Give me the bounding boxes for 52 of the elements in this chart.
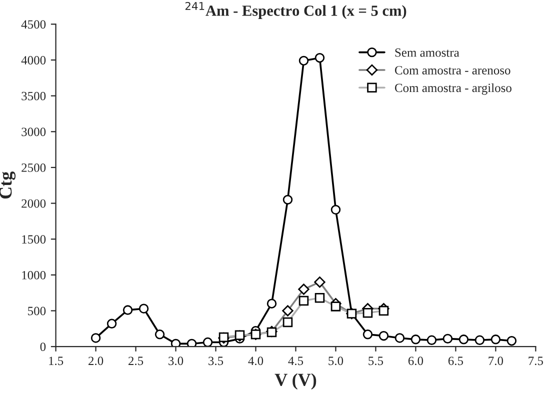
y-tick-label: 500 (28, 306, 46, 316)
point (170, 338, 181, 347)
point (266, 298, 277, 308)
x-tick-label: 1.5 (49, 356, 64, 366)
y-tick-label: 2500 (22, 163, 46, 172)
point (394, 333, 405, 343)
y-tick-label: 3000 (22, 128, 46, 136)
x-tick-label: 2.0 (88, 356, 104, 366)
chart-title: $^{241}$Am - Espectro Col 1 (x = 5 cm) (185, 2, 406, 19)
point (410, 334, 421, 344)
point (314, 52, 325, 63)
x-tick-label: 3.0 (168, 356, 184, 366)
point (138, 304, 149, 314)
x-tick-label: 5.5 (368, 356, 384, 366)
point (282, 194, 293, 205)
x-tick-label: 4.0 (248, 356, 264, 366)
y-tick-label: 4000 (21, 56, 46, 64)
x-axis-title: V (V) (274, 373, 316, 390)
point (426, 335, 437, 345)
point (378, 330, 389, 341)
y-tick-label: 0 (40, 342, 46, 352)
x-tick-label: 3.5 (208, 356, 224, 366)
point (506, 336, 517, 346)
y-tick-label: 1500 (22, 235, 46, 244)
y-axis-title: Ctg (0, 172, 16, 199)
point (106, 318, 117, 329)
point (330, 204, 341, 215)
point (490, 334, 501, 344)
point (458, 334, 469, 344)
point (442, 334, 453, 344)
x-tick-label: 4.5 (288, 356, 304, 366)
point (474, 335, 485, 345)
x-tick-label: 2.5 (128, 356, 144, 366)
y-tick-label: 3500 (22, 92, 46, 100)
legend-label: Com amostra - argiloso (394, 83, 512, 95)
point (122, 305, 133, 315)
y-tick-label: 4500 (21, 20, 46, 29)
point (186, 338, 197, 347)
point (154, 330, 165, 340)
point (90, 333, 101, 343)
y-tick-label: 1000 (22, 270, 46, 280)
point (298, 56, 309, 66)
x-tick-label: 7.5 (528, 356, 544, 366)
x-tick-label: 6.5 (448, 356, 464, 366)
x-tick-label: 7.0 (488, 356, 504, 366)
y-tick-label: 2000 (22, 199, 46, 208)
x-tick-label: 5.0 (328, 356, 344, 366)
point (202, 337, 213, 347)
point (362, 330, 373, 340)
x-tick-label: 6.0 (408, 356, 424, 366)
legend-label: Com amostra - arenoso (394, 66, 510, 74)
legend-label: Sem amostra (395, 48, 460, 57)
